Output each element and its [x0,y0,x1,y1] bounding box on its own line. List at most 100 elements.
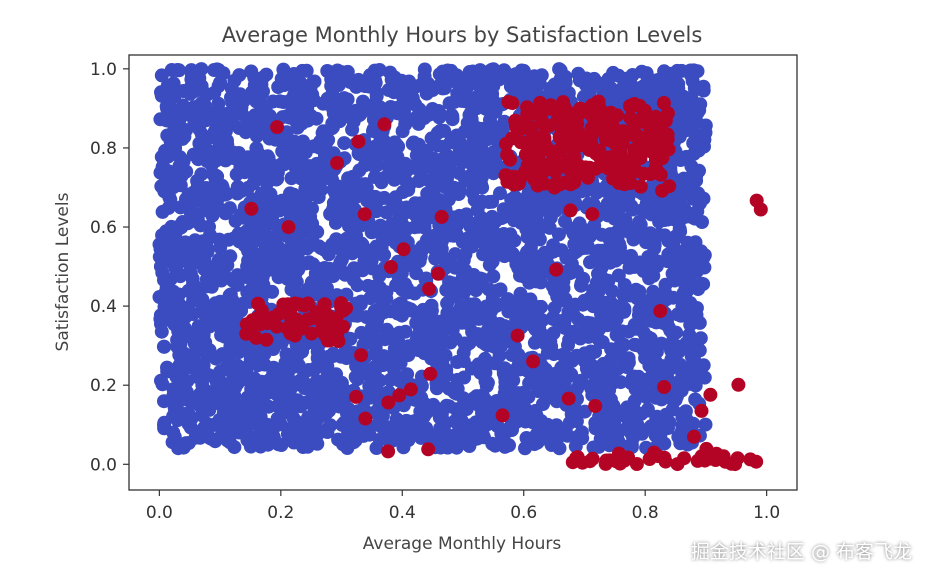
point-stayed [508,190,522,204]
point-stayed [192,429,207,444]
point-stayed [374,106,389,121]
point-stayed [271,80,286,94]
y-tick-label: 0.6 [90,218,117,238]
point-stayed [337,397,352,412]
point-stayed [217,297,231,312]
point-stayed [487,69,502,84]
point-stayed [585,388,600,403]
point-stayed [201,367,215,382]
point-left [602,152,616,167]
point-stayed [611,268,626,283]
point-stayed [627,394,642,408]
point-left [599,453,614,468]
point-stayed [446,221,461,236]
point-stayed [652,429,667,444]
point-stayed [439,368,454,383]
point-stayed [527,335,542,350]
point-left [500,147,515,162]
point-stayed [670,377,685,392]
point-stayed [205,208,220,223]
point-stayed [278,141,293,156]
point-stayed [226,322,241,337]
point-stayed [216,406,231,421]
point-left [259,332,274,347]
point-stayed [274,399,288,414]
point-stayed [544,339,559,354]
point-left [654,141,669,156]
point-stayed [598,310,613,325]
point-left [573,101,588,116]
point-left [563,177,578,192]
point-stayed [445,323,460,338]
point-stayed [528,310,543,325]
point-stayed [522,275,537,290]
point-stayed [420,404,435,419]
point-left [330,156,345,170]
point-stayed [326,196,341,210]
point-stayed [406,135,421,150]
point-stayed [225,273,240,288]
point-stayed [251,358,265,373]
point-stayed [369,204,384,219]
point-stayed [505,419,520,434]
point-stayed [358,177,373,192]
point-left [623,110,638,125]
point-stayed [577,404,592,419]
point-left [520,158,535,173]
point-stayed [234,303,249,318]
point-stayed [629,321,644,336]
point-left [699,441,714,456]
point-stayed [401,182,416,197]
point-stayed [664,66,679,81]
point-stayed [394,205,409,220]
point-stayed [214,181,229,196]
point-left [548,155,563,170]
point-left [616,155,631,170]
point-stayed [357,98,372,113]
point-stayed [312,283,327,298]
point-stayed [671,76,686,91]
point-stayed [387,433,402,447]
point-stayed [162,190,177,205]
point-stayed [372,307,387,322]
point-stayed [417,312,432,327]
point-stayed [411,219,426,234]
point-stayed [154,324,169,339]
point-stayed [389,137,404,152]
point-stayed [220,258,235,273]
point-stayed [597,295,612,310]
point-stayed [279,199,293,214]
point-stayed [442,96,457,111]
point-stayed [500,292,515,307]
point-stayed [640,402,655,417]
point-stayed [154,373,168,388]
point-stayed [477,402,492,417]
point-left [253,317,268,332]
point-stayed [360,328,375,343]
point-stayed [656,211,671,226]
point-stayed [219,107,234,121]
point-stayed [522,84,536,99]
point-stayed [632,303,647,318]
point-stayed [575,431,590,446]
point-stayed [558,75,573,90]
point-stayed [231,230,246,244]
point-stayed [511,347,526,362]
point-stayed [514,215,529,230]
point-stayed [475,363,490,378]
point-stayed [263,159,278,173]
point-stayed [196,340,211,355]
y-tick-label: 1.0 [90,60,117,80]
point-stayed [558,214,572,229]
point-left [592,110,607,125]
point-left [581,133,596,147]
point-left [694,403,709,418]
point-stayed [317,373,332,388]
point-stayed [173,200,188,215]
point-stayed [157,339,172,354]
point-stayed [675,429,690,444]
point-left [690,453,705,468]
point-stayed [390,306,405,321]
point-stayed [310,185,324,200]
point-stayed [456,253,471,268]
